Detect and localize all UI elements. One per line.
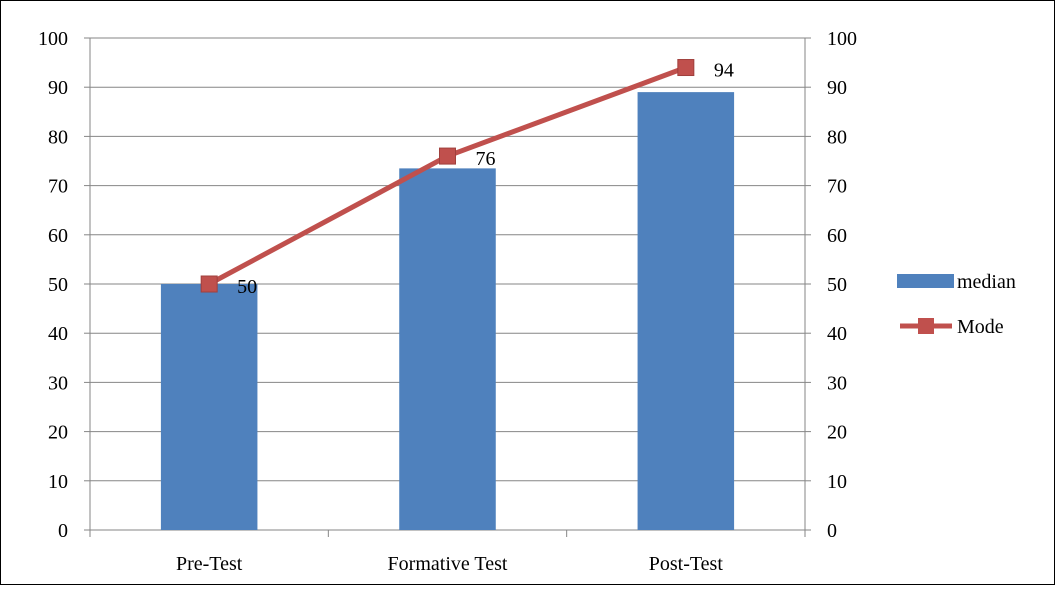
y2-tick-label: 70: [827, 176, 847, 198]
data-label: 76: [476, 148, 496, 170]
y2-tick-label: 30: [827, 372, 847, 394]
x-tick-label: Pre-Test: [176, 553, 243, 575]
y-tick-label: 60: [48, 225, 68, 247]
labels: 0 0 10 10 20 20 30 30 40 40 50 50 60 60 70 70 80 80 90 90 10…: [38, 28, 857, 575]
bar-series: [160, 92, 735, 531]
data-label: 94: [714, 60, 734, 82]
y2-tick-label: 60: [827, 225, 847, 247]
y-tick-label: 100: [38, 28, 68, 50]
y2-tick-label: 80: [827, 126, 847, 148]
y-tick-label: 70: [48, 176, 68, 198]
y2-tick-label: 10: [827, 471, 847, 493]
y-tick-label: 40: [48, 323, 68, 345]
x-tick-label: Post-Test: [649, 553, 724, 575]
line-marker: [439, 147, 456, 165]
line-marker: [677, 59, 695, 77]
line-marker: [200, 275, 218, 293]
data-label: 50: [237, 276, 257, 298]
y-tick-label: 80: [48, 126, 68, 148]
y2-tick-label: 50: [827, 274, 847, 296]
line-series: [200, 59, 695, 293]
bar: [637, 92, 735, 531]
y-tick-label: 30: [48, 372, 68, 394]
legend-label: Mode: [957, 316, 1004, 338]
y-tick-label: 0: [58, 520, 68, 542]
y2-tick-label: 100: [827, 28, 857, 50]
y-tick-label: 20: [48, 422, 68, 444]
y-tick-label: 90: [48, 77, 68, 99]
x-tick-label: Formative Test: [388, 553, 508, 575]
bar: [399, 168, 496, 530]
y-tick-label: 50: [48, 274, 68, 296]
legend-label: median: [957, 271, 1016, 293]
y2-tick-label: 90: [827, 77, 847, 99]
bar: [160, 284, 258, 530]
y-tick-label: 10: [48, 471, 68, 493]
y2-tick-label: 20: [827, 422, 847, 444]
y2-tick-label: 40: [827, 323, 847, 345]
legend-swatch-bar: [897, 274, 954, 288]
y2-tick-label: 0: [827, 520, 837, 542]
legend-marker: [918, 318, 934, 334]
legend: median Mode: [897, 271, 1016, 338]
